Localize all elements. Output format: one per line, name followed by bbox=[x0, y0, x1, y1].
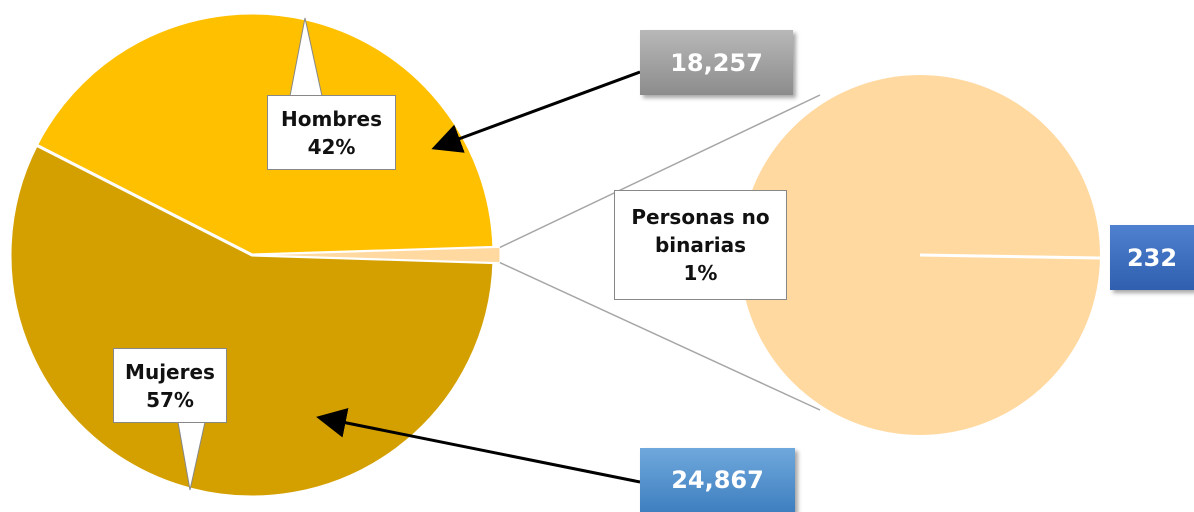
category-label: Mujeres bbox=[125, 359, 215, 384]
data-label: Personas no binarias 1% bbox=[614, 190, 787, 300]
connector-line bbox=[499, 94, 821, 249]
count-label: 232 bbox=[1110, 225, 1194, 290]
pie-slice bbox=[257, 246, 501, 264]
percent-label: 42% bbox=[307, 134, 356, 159]
category-label: Hombres bbox=[281, 106, 382, 131]
category-label: Personas no binarias bbox=[631, 205, 770, 257]
secondary-pie-divider bbox=[919, 253, 1101, 260]
percent-label: 57% bbox=[146, 387, 194, 412]
count-label: 18,257 bbox=[640, 30, 793, 95]
data-label: Hombres 42% bbox=[267, 95, 396, 170]
connector-line bbox=[499, 261, 821, 411]
arrow bbox=[431, 70, 641, 153]
count-label: 24,867 bbox=[640, 448, 795, 512]
count-text: 232 bbox=[1126, 243, 1178, 272]
arrow bbox=[316, 408, 641, 484]
data-label: Mujeres 57% bbox=[113, 348, 227, 423]
percent-label: 1% bbox=[683, 261, 718, 285]
count-text: 24,867 bbox=[671, 466, 764, 494]
count-text: 18,257 bbox=[670, 48, 763, 77]
